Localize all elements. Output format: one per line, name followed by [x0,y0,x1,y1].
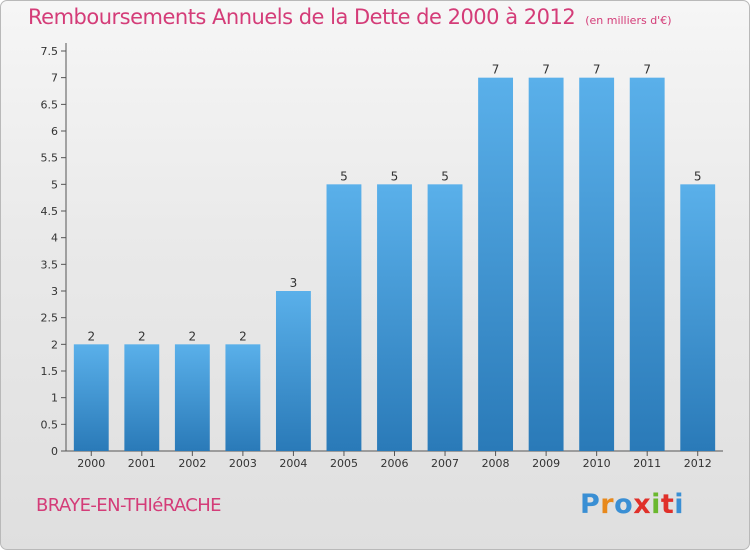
bar-value-label: 7 [643,63,651,77]
bar [478,77,514,452]
x-tick-label: 2009 [532,457,560,470]
y-tick-label: 2 [51,338,58,351]
x-tick-label: 2001 [128,457,156,470]
proxiti-logo-letter: i [651,489,661,520]
x-tick-label: 2012 [684,457,712,470]
chart-title: Remboursements Annuels de la Dette de 20… [28,5,671,29]
bar [275,291,311,451]
bar [377,184,412,452]
bar-value-label: 7 [542,63,550,77]
bar-value-label: 5 [340,169,348,183]
bar-value-label: 5 [694,169,702,183]
proxiti-logo-letter: x [633,489,652,520]
y-tick-label: 3 [51,285,58,298]
bar [629,77,665,452]
y-tick-label: 5.5 [41,152,59,165]
x-tick-label: 2010 [583,457,611,470]
bar [528,77,564,452]
x-tick-label: 2008 [482,457,510,470]
bar-value-label: 5 [391,169,399,183]
bar-value-label: 7 [593,63,601,77]
proxiti-logo-letter: o [614,489,634,520]
y-tick-label: 6 [51,125,58,138]
y-tick-label: 4 [51,232,58,245]
x-tick-label: 2005 [330,457,358,470]
bar [579,77,615,452]
bar [73,344,109,451]
x-tick-label: 2000 [77,457,105,470]
bar-value-label: 2 [87,329,95,343]
chart-unit-label: (en milliers d'€) [585,14,672,27]
y-tick-label: 6.5 [41,98,59,111]
x-tick-label: 2011 [633,457,661,470]
y-tick-label: 1.5 [41,365,59,378]
bar [427,184,463,452]
y-tick-label: 5 [51,178,58,191]
proxiti-logo-letter: P [580,489,601,520]
proxiti-logo-letter: t [660,489,675,520]
x-tick-label: 2007 [431,457,459,470]
bar-value-label: 2 [189,329,197,343]
x-tick-label: 2006 [381,457,409,470]
bar-value-label: 7 [492,63,500,77]
bar [326,184,362,452]
bar-value-label: 3 [290,276,298,290]
y-tick-label: 2.5 [41,312,59,325]
bar [225,344,261,451]
city-name: BRAYE-EN-THIéRACHE [36,495,222,516]
y-tick-label: 3.5 [41,258,59,271]
chart-title-text: Remboursements Annuels de la Dette de 20… [28,5,576,29]
proxiti-logo-letter: r [600,489,615,520]
bar-value-label: 2 [239,329,247,343]
y-tick-label: 0 [51,445,58,458]
y-tick-label: 4.5 [41,205,59,218]
x-tick-label: 2003 [229,457,257,470]
bar [124,344,160,451]
bar [174,344,210,451]
proxiti-logo-letter: i [674,489,685,520]
bar-value-label: 2 [138,329,146,343]
y-tick-label: 1 [51,392,58,405]
y-tick-label: 7 [51,72,58,85]
bar-value-label: 5 [441,169,449,183]
y-tick-label: 7.5 [41,45,59,58]
y-tick-label: 0.5 [41,418,59,431]
bar [680,184,716,452]
proxiti-logo: Proxiti [580,489,684,520]
x-tick-label: 2002 [178,457,206,470]
x-tick-label: 2004 [279,457,307,470]
